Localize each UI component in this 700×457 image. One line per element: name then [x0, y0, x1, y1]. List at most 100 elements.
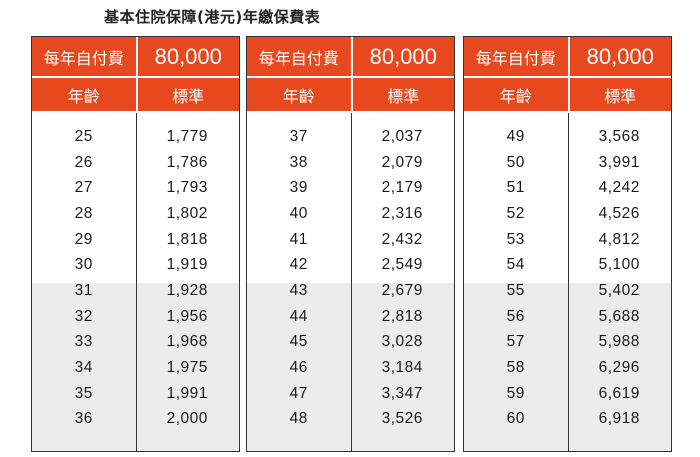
premium-cell: 2,432: [381, 230, 423, 248]
table-row: 28 1,802: [32, 201, 239, 227]
deductible-label: 每年自付費: [43, 48, 124, 68]
age-cell: 46: [289, 359, 308, 377]
age-cell: 54: [506, 256, 525, 274]
premium-cell: 2,179: [381, 179, 423, 197]
age-cell: 47: [289, 384, 308, 402]
age-cell: 59: [506, 384, 525, 402]
row-list: 25 1,779 26 1,786 27 1,793 28 1,802 29 1,818 30 1,9…: [32, 124, 239, 432]
premium-cell: 6,296: [598, 359, 640, 377]
deductible-value: 80,000: [567, 37, 672, 76]
premium-cell: 2,549: [381, 256, 423, 274]
deductible-value: 80,000: [350, 37, 455, 76]
table-row: 52 4,526: [464, 201, 671, 227]
premium-cell: 3,991: [598, 153, 640, 171]
premium-cell: 3,028: [381, 333, 423, 351]
premium-cell: 3,184: [381, 359, 423, 377]
table-row: 45 3,028: [247, 330, 454, 356]
premium-table-3: 每年自付費 80,000 年齡 標準 49 3,568 50 3,991 51 4,242…: [463, 36, 672, 452]
premium-cell: 1,793: [166, 179, 208, 197]
age-cell: 36: [74, 410, 93, 428]
age-cell: 51: [506, 179, 525, 197]
premium-cell: 1,928: [166, 281, 208, 299]
age-cell: 41: [289, 230, 308, 248]
premium-cell: 1,919: [166, 256, 208, 274]
table-row: 43 2,679: [247, 278, 454, 304]
premium-cell: 1,956: [166, 307, 208, 325]
age-cell: 40: [289, 204, 308, 222]
table-row: 32 1,956: [32, 304, 239, 330]
table-row: 59 6,619: [464, 381, 671, 407]
premium-cell: 5,688: [598, 307, 640, 325]
age-cell: 42: [289, 256, 308, 274]
plan-column-header: 標準: [350, 78, 455, 111]
premium-cell: 3,526: [381, 410, 423, 428]
age-cell: 35: [74, 384, 93, 402]
age-cell: 45: [289, 333, 308, 351]
age-cell: 25: [74, 127, 93, 145]
premium-cell: 5,988: [598, 333, 640, 351]
age-cell: 49: [506, 127, 525, 145]
table-row: 27 1,793: [32, 175, 239, 201]
plan-column-header: 標準: [567, 78, 672, 111]
age-cell: 60: [506, 410, 525, 428]
table-row: 47 3,347: [247, 381, 454, 407]
premium-cell: 6,918: [598, 410, 640, 428]
table-row: 54 5,100: [464, 252, 671, 278]
age-cell: 58: [506, 359, 525, 377]
table-row: 60 6,918: [464, 407, 671, 433]
premium-table-2: 每年自付費 80,000 年齡 標準 37 2,037 38 2,079 39 2,179…: [246, 36, 455, 452]
column-divider: [350, 113, 352, 451]
row-list: 37 2,037 38 2,079 39 2,179 40 2,316 41 2,432 42 2,5…: [247, 124, 454, 432]
age-cell: 55: [506, 281, 525, 299]
deductible-label: 每年自付費: [258, 48, 339, 68]
premium-cell: 4,526: [598, 204, 640, 222]
premium-cell: 1,975: [166, 359, 208, 377]
age-cell: 37: [289, 127, 308, 145]
column-header-row: 年齡 標準: [32, 76, 239, 111]
column-divider: [567, 113, 569, 451]
age-column-header: 年齡: [282, 86, 315, 106]
table-row: 53 4,812: [464, 227, 671, 253]
premium-cell: 2,316: [381, 204, 423, 222]
table-row: 34 1,975: [32, 355, 239, 381]
premium-cell: 2,679: [381, 281, 423, 299]
table-row: 35 1,991: [32, 381, 239, 407]
premium-cell: 6,619: [598, 384, 640, 402]
table-row: 58 6,296: [464, 355, 671, 381]
table-row: 48 3,526: [247, 407, 454, 433]
table-body: 49 3,568 50 3,991 51 4,242 52 4,526 53 4,812 54 5,1…: [464, 113, 671, 451]
age-cell: 32: [74, 307, 93, 325]
age-cell: 38: [289, 153, 308, 171]
age-cell: 33: [74, 333, 93, 351]
deductible-value: 80,000: [135, 37, 240, 76]
table-row: 38 2,079: [247, 150, 454, 176]
age-cell: 57: [506, 333, 525, 351]
premium-cell: 1,786: [166, 153, 208, 171]
column-header-row: 年齡 標準: [464, 76, 671, 111]
age-cell: 26: [74, 153, 93, 171]
table-row: 46 3,184: [247, 355, 454, 381]
premium-cell: 2,037: [381, 127, 423, 145]
age-cell: 39: [289, 179, 308, 197]
plan-column-header: 標準: [135, 78, 240, 111]
age-cell: 53: [506, 230, 525, 248]
premium-cell: 1,968: [166, 333, 208, 351]
age-cell: 52: [506, 204, 525, 222]
age-column-header: 年齡: [499, 86, 532, 106]
premium-cell: 1,991: [166, 384, 208, 402]
premium-cell: 1,802: [166, 204, 208, 222]
age-column-header: 年齡: [67, 86, 100, 106]
table-row: 49 3,568: [464, 124, 671, 150]
premium-cell: 4,242: [598, 179, 640, 197]
table-row: 26 1,786: [32, 150, 239, 176]
table-row: 29 1,818: [32, 227, 239, 253]
premium-table-1: 每年自付費 80,000 年齡 標準 25 1,779 26 1,786 27 1,793…: [31, 36, 240, 452]
table-body: 25 1,779 26 1,786 27 1,793 28 1,802 29 1,818 30 1,9…: [32, 113, 239, 451]
age-cell: 34: [74, 359, 93, 377]
table-row: 51 4,242: [464, 175, 671, 201]
age-cell: 27: [74, 179, 93, 197]
premium-cell: 3,568: [598, 127, 640, 145]
table-row: 55 5,402: [464, 278, 671, 304]
deductible-header-row: 每年自付費 80,000: [247, 37, 454, 76]
age-cell: 43: [289, 281, 308, 299]
